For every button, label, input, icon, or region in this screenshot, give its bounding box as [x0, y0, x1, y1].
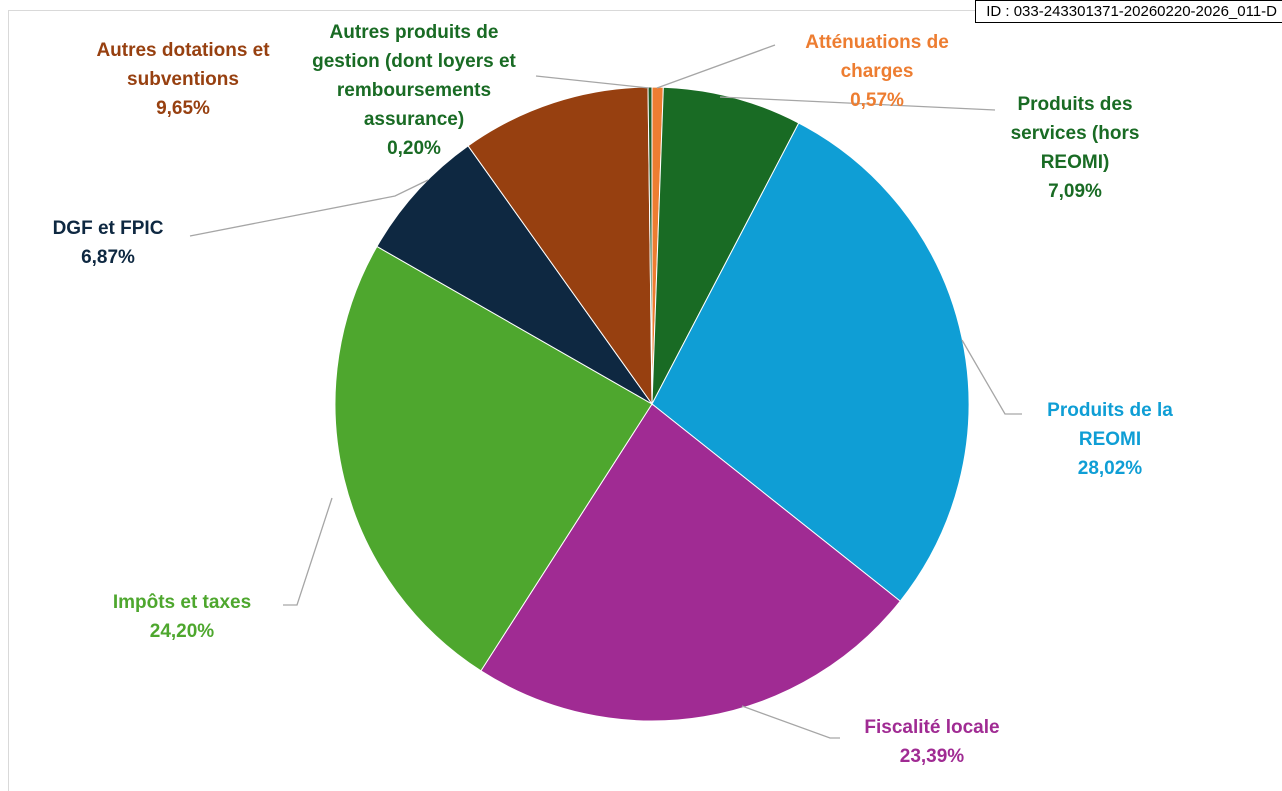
pie-slice	[651, 122, 970, 602]
stamp: ID : 033-243301371-20260220-2026_011-D	[975, 0, 1282, 23]
category-label: Atténuations de charges	[805, 32, 949, 82]
data-label: Autres dotations et subventions 9,65%	[63, 36, 303, 123]
leader-line	[535, 75, 650, 89]
leader-line	[719, 96, 996, 111]
leader-line	[656, 44, 776, 89]
category-label: DGF et FPIC	[52, 218, 164, 239]
data-label: Fiscalité locale 23,39%	[807, 713, 1057, 771]
category-label: Autres produits de gestion (dont loyers …	[312, 22, 516, 130]
leader-line	[283, 497, 333, 606]
data-label: DGF et FPIC 6,87%	[8, 214, 208, 272]
value-label: 24,20%	[149, 621, 215, 642]
category-label: Autres dotations et subventions	[96, 40, 270, 90]
category-label: Fiscalité locale	[864, 717, 1000, 738]
pie-slice	[480, 403, 901, 722]
category-label: Produits des services (hors REOMI)	[1010, 94, 1140, 173]
leader-lines	[189, 44, 1022, 739]
data-label: Impôts et taxes 24,20%	[57, 588, 307, 646]
data-label: Produits de la REOMI 28,02%	[1023, 396, 1198, 483]
category-label: Impôts et taxes	[112, 592, 252, 613]
value-label: 7,09%	[1048, 181, 1102, 202]
value-label: 0,57%	[850, 90, 904, 111]
value-label: 28,02%	[1077, 458, 1143, 479]
leader-line	[189, 179, 429, 237]
category-label: Produits de la REOMI	[1047, 400, 1173, 450]
data-label: Produits des services (hors REOMI) 7,09%	[990, 90, 1160, 206]
chart-border	[8, 10, 1282, 791]
leader-line	[741, 705, 840, 739]
pie-slice	[334, 245, 653, 672]
pie-slice	[376, 145, 653, 405]
pie-slice	[467, 86, 653, 406]
pie-slice	[647, 86, 653, 405]
pie	[334, 86, 970, 722]
value-label: 23,39%	[899, 746, 965, 767]
value-label: 6,87%	[81, 247, 135, 268]
data-label: Autres produits de gestion (dont loyers …	[294, 18, 534, 163]
leader-line	[961, 339, 1022, 415]
value-label: 9,65%	[156, 98, 210, 119]
data-label: Atténuations de charges 0,57%	[777, 28, 977, 115]
value-label: 0,20%	[387, 138, 441, 159]
